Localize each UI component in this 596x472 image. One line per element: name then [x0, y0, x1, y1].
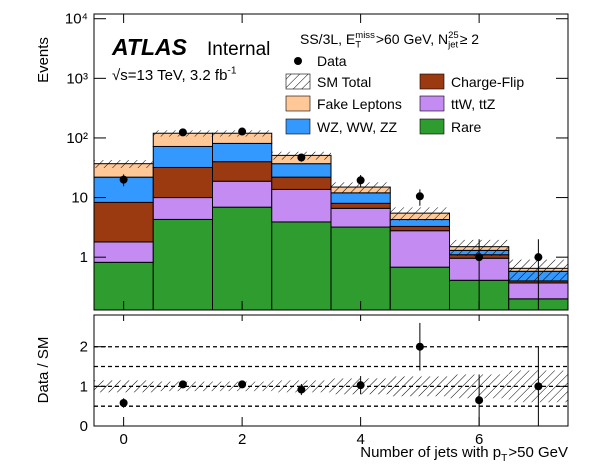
- data-point: [297, 153, 306, 162]
- y-tick-label: 10⁴: [65, 11, 88, 28]
- stack-bar: [271, 176, 332, 190]
- stack-bar: [94, 241, 154, 263]
- legend-label: Rare: [451, 119, 482, 135]
- y-tick-label: 10: [71, 190, 88, 207]
- uncertainty-band: [331, 182, 391, 193]
- ratio-y-axis-label: Data / SM: [35, 337, 52, 404]
- status: Internal: [207, 39, 270, 60]
- selection-label-sup: 25: [448, 30, 459, 41]
- stack-bar: [152, 218, 213, 310]
- y-axis-label: Events: [35, 37, 52, 83]
- ratio-frame: [93, 314, 569, 427]
- stack-bar: [94, 201, 154, 243]
- y-tick-label: 1: [80, 249, 88, 266]
- x-tick-label: 2: [238, 431, 246, 448]
- x-axis-label-part: Number of jets with p: [360, 444, 501, 461]
- data-point: [119, 175, 128, 184]
- x-tick-label: 6: [475, 431, 483, 448]
- stack-bar: [330, 202, 391, 209]
- main-plot: [94, 127, 568, 310]
- data-point: [238, 127, 247, 136]
- data-point: [356, 176, 365, 185]
- stack-bar: [212, 206, 273, 310]
- stack-bar: [389, 230, 450, 268]
- selection-label-part: ≥ 2: [460, 31, 480, 47]
- x-axis-label: Number of jets with p T >50 GeV: [360, 444, 568, 464]
- ratio-point: [119, 399, 128, 408]
- stack-bar: [212, 180, 273, 208]
- legend-swatch: [285, 95, 311, 112]
- experiment: ATLAS: [111, 34, 188, 60]
- legend-swatch: [285, 118, 311, 135]
- ratio-point: [238, 380, 247, 389]
- stack-bar: [152, 166, 213, 199]
- uncertainty-band: [94, 160, 154, 168]
- y-tick-label: 10²: [66, 130, 88, 147]
- stack-bar: [271, 221, 332, 310]
- legend-label: SM Total: [317, 74, 371, 90]
- data-point: [534, 253, 543, 262]
- x-tick-label: 4: [356, 431, 364, 448]
- ratio-point: [297, 385, 306, 394]
- stack-bar: [271, 188, 332, 223]
- legend-label: WZ, WW, ZZ: [317, 119, 398, 135]
- data-point: [475, 253, 484, 262]
- y-tick-label: 1: [80, 378, 88, 395]
- ratio-plot: [94, 322, 568, 426]
- ratio-point: [415, 342, 424, 351]
- legend-swatch: [419, 73, 445, 90]
- selection-label-sub: T: [355, 40, 361, 51]
- stack-bar: [152, 145, 213, 168]
- main-frame: [93, 13, 569, 311]
- ratio-point: [356, 381, 365, 390]
- ratio-point: [534, 382, 543, 391]
- selection-label-part: SS/3L, E: [300, 31, 355, 47]
- stack-bar: [330, 207, 391, 228]
- ratio-point: [178, 380, 187, 389]
- x-tick-label: 0: [119, 431, 127, 448]
- stack-bar: [389, 266, 450, 310]
- legend-swatch: [285, 73, 311, 90]
- legend-marker: [294, 57, 302, 65]
- stack-bar: [389, 225, 450, 232]
- stack-bar: [330, 192, 391, 204]
- stack-bar: [212, 161, 273, 182]
- energy-label-part: √s=13 TeV, 3.2 fb: [112, 67, 227, 84]
- energy-label: √s=13 TeV, 3.2 fb -1: [112, 66, 237, 84]
- legend-label: ttW, ttZ: [451, 96, 496, 112]
- data-point: [178, 128, 187, 137]
- legend-swatch: [419, 118, 445, 135]
- stack-bar: [271, 163, 332, 178]
- stack-bar: [212, 142, 273, 163]
- uncertainty-band: [390, 207, 450, 221]
- legend: Data SM Total Charge-Flip Fake Leptons ttW, …: [285, 53, 524, 135]
- selection-label-sub: jet: [447, 40, 458, 51]
- y-tick-label: 0: [80, 418, 88, 435]
- y-tick-label: 2: [80, 339, 88, 356]
- legend-label: Data: [317, 53, 347, 69]
- y-tick-label: 10³: [66, 70, 88, 87]
- x-axis-label-sub: T: [501, 453, 507, 464]
- data-point: [415, 192, 424, 201]
- stack-bar: [152, 197, 213, 220]
- selection-label-sup: miss: [355, 30, 375, 41]
- legend-label: Fake Leptons: [317, 96, 402, 112]
- legend-swatch: [419, 95, 445, 112]
- energy-label-sup: -1: [227, 66, 236, 77]
- selection-label-part: >60 GeV, N: [376, 31, 448, 47]
- x-axis-label-part: >50 GeV: [508, 444, 568, 461]
- legend-label: Charge-Flip: [451, 74, 524, 90]
- ratio-point: [475, 396, 484, 405]
